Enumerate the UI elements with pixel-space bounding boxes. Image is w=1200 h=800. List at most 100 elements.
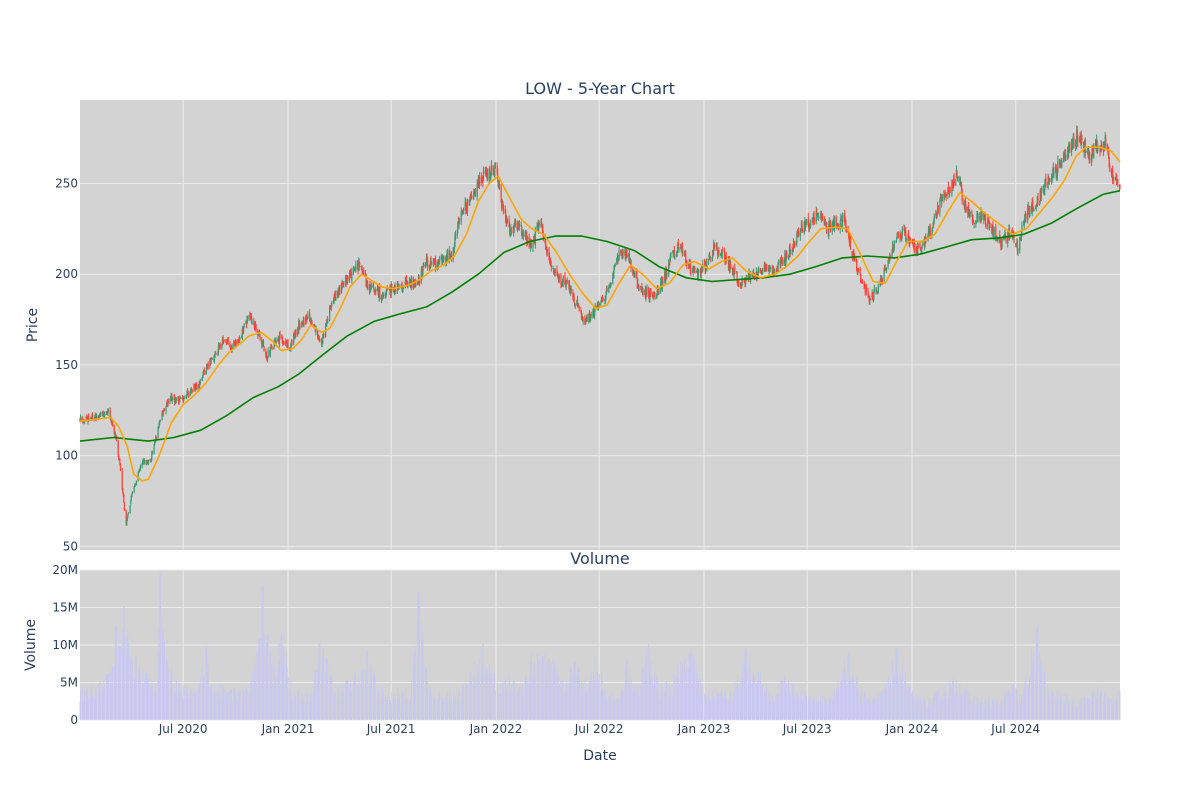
volume-bar bbox=[904, 680, 905, 720]
volume-bar bbox=[646, 674, 647, 720]
candle-body bbox=[421, 268, 423, 277]
volume-bar bbox=[266, 635, 268, 720]
volume-bar bbox=[881, 691, 883, 720]
candle-body bbox=[633, 271, 635, 275]
candle-body bbox=[342, 283, 344, 286]
volume-bar bbox=[470, 672, 472, 720]
volume-bar bbox=[1080, 702, 1082, 720]
candle-body bbox=[115, 435, 117, 438]
candle-body bbox=[1088, 152, 1090, 160]
volume-bar bbox=[836, 688, 838, 720]
volume-bar bbox=[745, 648, 747, 720]
candle-body bbox=[373, 289, 375, 291]
candle-body bbox=[146, 461, 148, 462]
volume-bar bbox=[126, 658, 128, 720]
volume-bar bbox=[851, 675, 853, 720]
candle-body bbox=[101, 412, 103, 414]
candle-body bbox=[589, 313, 592, 321]
candle-body bbox=[283, 342, 285, 345]
candle-body bbox=[905, 238, 907, 241]
candle-body bbox=[504, 209, 506, 214]
volume-bar bbox=[294, 701, 296, 720]
volume-bar bbox=[824, 696, 826, 720]
volume-bar bbox=[101, 685, 103, 720]
candle-body bbox=[977, 215, 979, 218]
volume-bar bbox=[269, 652, 271, 720]
candle-body bbox=[634, 272, 636, 278]
volume-bar bbox=[513, 679, 515, 720]
candle-body bbox=[1094, 144, 1097, 148]
candle-body bbox=[175, 398, 177, 401]
candle-body bbox=[1007, 231, 1009, 244]
candle-body bbox=[518, 223, 520, 227]
volume-bar bbox=[709, 700, 711, 720]
candle-body bbox=[756, 272, 758, 278]
volume-bar bbox=[1056, 696, 1058, 720]
volume-bar bbox=[564, 692, 566, 720]
volume-bar bbox=[187, 696, 189, 720]
volume-bar bbox=[162, 632, 164, 720]
candle-body bbox=[769, 268, 771, 272]
volume-bar bbox=[89, 697, 91, 720]
candle-body bbox=[941, 194, 943, 201]
volume-bar bbox=[506, 686, 508, 720]
volume-bar bbox=[864, 693, 866, 720]
volume-bar bbox=[668, 686, 670, 720]
candle-body bbox=[481, 176, 483, 179]
volume-bar bbox=[939, 695, 941, 720]
volume-bar bbox=[1055, 698, 1057, 720]
candle-body bbox=[135, 480, 138, 485]
volume-bar bbox=[601, 672, 602, 720]
candle-body bbox=[299, 325, 301, 329]
volume-bar bbox=[658, 698, 660, 720]
volume-bar bbox=[724, 697, 726, 720]
volume-bar bbox=[877, 698, 879, 720]
volume-bar bbox=[500, 694, 502, 720]
candle-body bbox=[536, 225, 538, 230]
volume-bar bbox=[593, 675, 594, 720]
volume-bar bbox=[154, 689, 156, 720]
candle-body bbox=[347, 276, 349, 280]
candle-body bbox=[768, 266, 771, 271]
candle-body bbox=[181, 397, 184, 399]
volume-bar bbox=[265, 641, 267, 720]
volume-bar bbox=[657, 679, 659, 720]
candle-body bbox=[1028, 208, 1030, 212]
volume-bar bbox=[243, 691, 244, 720]
volume-bar bbox=[638, 686, 639, 720]
volume-bar bbox=[505, 677, 507, 720]
volume-bar bbox=[937, 690, 939, 720]
candle-body bbox=[150, 459, 152, 462]
volume-bar bbox=[530, 654, 532, 720]
candle-body bbox=[1040, 190, 1042, 199]
candle-body bbox=[694, 268, 696, 272]
volume-bar bbox=[317, 663, 319, 720]
volume-bar bbox=[132, 660, 133, 720]
candle-body bbox=[616, 257, 618, 258]
volume-bar bbox=[407, 697, 409, 720]
volume-bar bbox=[704, 693, 705, 720]
volume-bar bbox=[905, 673, 907, 720]
volume-bar bbox=[921, 706, 923, 720]
volume-bar bbox=[211, 692, 213, 720]
candle-body bbox=[358, 262, 360, 268]
volume-bar bbox=[634, 685, 636, 720]
candle-body bbox=[532, 242, 534, 248]
candle-body bbox=[270, 346, 272, 348]
volume-bar bbox=[269, 670, 271, 720]
candle-body bbox=[777, 263, 779, 271]
candle-body bbox=[1065, 155, 1067, 158]
volume-bar bbox=[447, 691, 448, 720]
candle-body bbox=[1005, 237, 1007, 243]
volume-bar bbox=[794, 696, 796, 720]
volume-bar bbox=[354, 670, 356, 720]
volume-bar bbox=[857, 682, 859, 720]
volume-bar bbox=[404, 699, 406, 720]
candle-body bbox=[964, 200, 967, 210]
candle-body bbox=[851, 251, 853, 257]
candle-body bbox=[877, 285, 879, 291]
volume-bar bbox=[298, 690, 300, 720]
volume-bar bbox=[151, 679, 153, 720]
candle-body bbox=[1100, 151, 1102, 153]
